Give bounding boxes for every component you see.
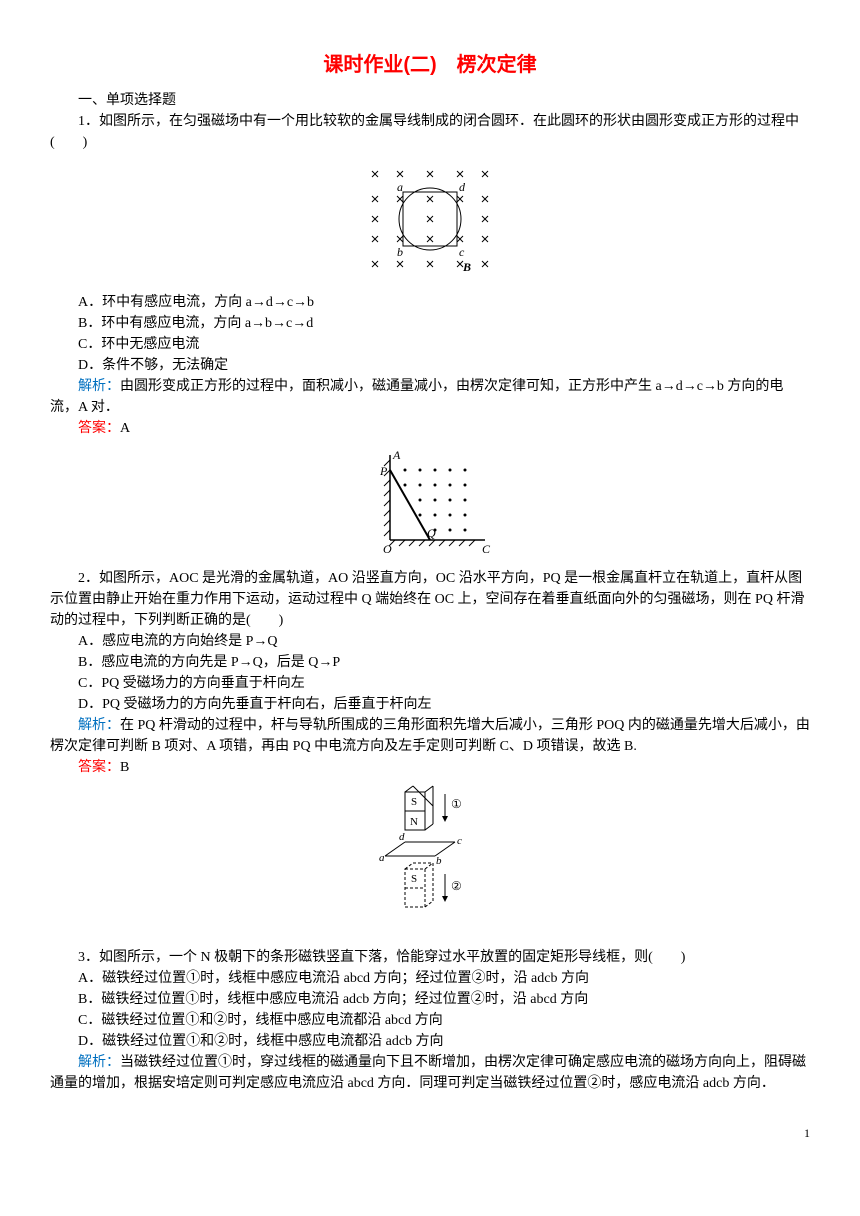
q1-label-a: a bbox=[397, 180, 403, 194]
q2-label-A: A bbox=[392, 448, 401, 462]
q1-optB: B．环中有感应电流，方向 a→b→c→d bbox=[50, 313, 810, 334]
q3-analysis-text: 当磁铁经过位置①时，穿过线框的磁通量向下且不断增加，由楞次定律可确定感应电流的磁… bbox=[50, 1055, 806, 1091]
q3-label-N: N bbox=[410, 816, 418, 828]
q3-label-b: b bbox=[436, 855, 442, 867]
q1-analysis: 解析：由圆形变成正方形的过程中，面积减小，磁通量减小，由楞次定律可知，正方形中产… bbox=[50, 376, 810, 418]
q3-label-pos1: ① bbox=[451, 797, 462, 811]
q3-figure: S N ① a b c d bbox=[50, 784, 810, 941]
q2-svg: A P O Q C bbox=[360, 445, 500, 555]
q2-figure: A P O Q C bbox=[50, 445, 810, 562]
q2-stem: 2．如图所示，AOC 是光滑的金属轨道，AO 沿竖直方向，OC 沿水平方向，PQ… bbox=[50, 568, 810, 631]
q1-label-c: c bbox=[459, 245, 465, 259]
section-heading: 一、单项选择题 bbox=[50, 90, 810, 111]
q2-label-P: P bbox=[379, 464, 388, 478]
answer-label: 答案： bbox=[78, 421, 120, 436]
q2-optB: B．感应电流的方向先是 P→Q，后是 Q→P bbox=[50, 652, 810, 673]
analysis-label: 解析： bbox=[78, 379, 120, 394]
q3-label-S2: S bbox=[411, 873, 417, 885]
q1-label-b: b bbox=[397, 245, 403, 259]
answer-label: 答案： bbox=[78, 760, 120, 775]
q2-optA: A．感应电流的方向始终是 P→Q bbox=[50, 631, 810, 652]
analysis-label: 解析： bbox=[78, 718, 120, 733]
q1-answer-text: A bbox=[120, 421, 130, 436]
q3-label-a: a bbox=[379, 852, 385, 864]
q3-label-c: c bbox=[457, 835, 462, 847]
page-title: 课时作业(二) 楞次定律 bbox=[50, 50, 810, 80]
q1-label-B: B bbox=[462, 260, 471, 274]
q3-label-S1: S bbox=[411, 796, 417, 808]
page: 课时作业(二) 楞次定律 一、单项选择题 1．如图所示，在匀强磁场中有一个用比较… bbox=[0, 0, 860, 1172]
q1-optC: C．环中无感应电流 bbox=[50, 334, 810, 355]
q1-answer: 答案：A bbox=[50, 418, 810, 439]
q1-optA: A．环中有感应电流，方向 a→d→c→b bbox=[50, 292, 810, 313]
q2-analysis: 解析：在 PQ 杆滑动的过程中，杆与导轨所围成的三角形面积先增大后减小，三角形 … bbox=[50, 715, 810, 757]
q3-optC: C．磁铁经过位置①和②时，线框中感应电流都沿 abcd 方向 bbox=[50, 1010, 810, 1031]
analysis-label: 解析： bbox=[78, 1055, 120, 1070]
q3-stem: 3．如图所示，一个 N 极朝下的条形磁铁竖直下落，恰能穿过水平放置的固定矩形导线… bbox=[50, 947, 810, 968]
q2-label-O: O bbox=[383, 542, 392, 555]
q3-analysis: 解析：当磁铁经过位置①时，穿过线框的磁通量向下且不断增加，由楞次定律可确定感应电… bbox=[50, 1052, 810, 1094]
q3-optD: D．磁铁经过位置①和②时，线框中感应电流都沿 adcb 方向 bbox=[50, 1031, 810, 1052]
q3-optB: B．磁铁经过位置①时，线框中感应电流沿 adcb 方向；经过位置②时，沿 abc… bbox=[50, 989, 810, 1010]
q1-figure: a d b c B bbox=[50, 159, 810, 286]
q3-svg: S N ① a b c d bbox=[365, 784, 495, 934]
q1-optD: D．条件不够，无法确定 bbox=[50, 355, 810, 376]
q3-label-d: d bbox=[399, 831, 405, 843]
page-number: 1 bbox=[50, 1124, 810, 1142]
q3-label-pos2: ② bbox=[451, 879, 462, 893]
q1-stem: 1．如图所示，在匀强磁场中有一个用比较软的金属导线制成的闭合圆环．在此圆环的形状… bbox=[50, 111, 810, 153]
q2-optC: C．PQ 受磁场力的方向垂直于杆向左 bbox=[50, 673, 810, 694]
q1-analysis-text: 由圆形变成正方形的过程中，面积减小，磁通量减小，由楞次定律可知，正方形中产生 a… bbox=[50, 379, 783, 415]
q2-label-Q: Q bbox=[427, 526, 436, 540]
q1-label-d: d bbox=[459, 180, 466, 194]
q2-label-C: C bbox=[482, 542, 491, 555]
q2-analysis-text: 在 PQ 杆滑动的过程中，杆与导轨所围成的三角形面积先增大后减小，三角形 POQ… bbox=[50, 718, 810, 754]
q2-answer: 答案：B bbox=[50, 757, 810, 778]
q2-answer-text: B bbox=[120, 760, 129, 775]
q1-svg: a d b c B bbox=[355, 159, 505, 279]
q2-optD: D．PQ 受磁场力的方向先垂直于杆向右，后垂直于杆向左 bbox=[50, 694, 810, 715]
q3-optA: A．磁铁经过位置①时，线框中感应电流沿 abcd 方向；经过位置②时，沿 adc… bbox=[50, 968, 810, 989]
